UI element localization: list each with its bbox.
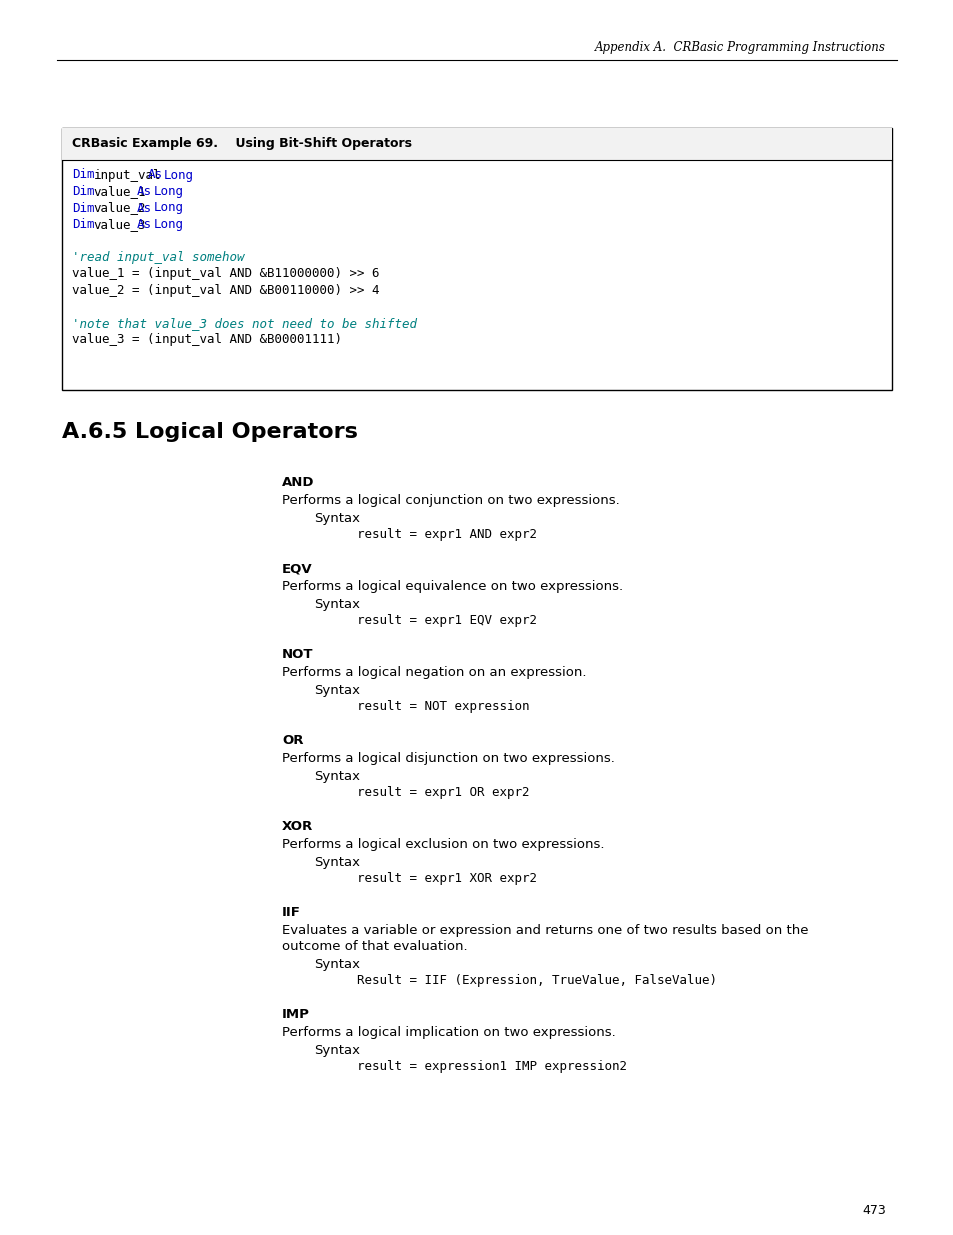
Text: outcome of that evaluation.: outcome of that evaluation.	[282, 940, 467, 953]
Text: CRBasic Example 69.    Using Bit-Shift Operators: CRBasic Example 69. Using Bit-Shift Oper…	[71, 137, 412, 151]
Text: NOT: NOT	[282, 648, 314, 661]
Text: Dim: Dim	[71, 168, 94, 182]
Text: result = expr1 XOR expr2: result = expr1 XOR expr2	[356, 872, 537, 885]
Text: Dim: Dim	[71, 219, 94, 231]
Text: Syntax: Syntax	[314, 513, 359, 525]
Text: As: As	[148, 168, 163, 182]
Text: EQV: EQV	[282, 562, 313, 576]
Text: result = expression1 IMP expression2: result = expression1 IMP expression2	[356, 1060, 626, 1073]
Text: Long: Long	[164, 168, 194, 182]
Text: Syntax: Syntax	[314, 856, 359, 869]
Text: Appendix A.  CRBasic Programming Instructions: Appendix A. CRBasic Programming Instruct…	[595, 42, 885, 54]
Text: Dim: Dim	[71, 185, 94, 198]
Text: value_3 = (input_val AND &B00001111): value_3 = (input_val AND &B00001111)	[71, 333, 341, 347]
Text: result = expr1 OR expr2: result = expr1 OR expr2	[356, 785, 529, 799]
Text: Performs a logical exclusion on two expressions.: Performs a logical exclusion on two expr…	[282, 839, 604, 851]
Text: result = expr1 AND expr2: result = expr1 AND expr2	[356, 529, 537, 541]
Text: As: As	[137, 201, 152, 215]
Text: 473: 473	[862, 1203, 885, 1216]
Text: Syntax: Syntax	[314, 684, 359, 697]
Text: Long: Long	[153, 201, 183, 215]
Text: 'note that value_3 does not need to be shifted: 'note that value_3 does not need to be s…	[71, 317, 416, 330]
Text: Syntax: Syntax	[314, 598, 359, 611]
Text: OR: OR	[282, 734, 303, 747]
Bar	[62, 128, 891, 161]
Text: Syntax: Syntax	[314, 769, 359, 783]
Text: XOR: XOR	[282, 820, 313, 832]
Text: value_2: value_2	[93, 201, 146, 215]
Text: Performs a logical disjunction on two expressions.: Performs a logical disjunction on two ex…	[282, 752, 615, 764]
Text: As: As	[137, 185, 152, 198]
Text: Performs a logical negation on an expression.: Performs a logical negation on an expres…	[282, 666, 586, 679]
Text: Result = IIF (Expression, TrueValue, FalseValue): Result = IIF (Expression, TrueValue, Fal…	[356, 974, 717, 987]
Text: result = expr1 EQV expr2: result = expr1 EQV expr2	[356, 614, 537, 627]
Text: Long: Long	[153, 185, 183, 198]
Bar	[62, 128, 891, 390]
Text: Syntax: Syntax	[314, 1044, 359, 1057]
Text: Long: Long	[153, 219, 183, 231]
Text: value_2 = (input_val AND &B00110000) >> 4: value_2 = (input_val AND &B00110000) >> …	[71, 284, 379, 296]
Text: Evaluates a variable or expression and returns one of two results based on the: Evaluates a variable or expression and r…	[282, 924, 807, 937]
Text: IMP: IMP	[282, 1008, 310, 1021]
Text: value_1 = (input_val AND &B11000000) >> 6: value_1 = (input_val AND &B11000000) >> …	[71, 268, 379, 280]
Text: result = NOT expression: result = NOT expression	[356, 700, 529, 713]
Text: value_1: value_1	[93, 185, 146, 198]
Text: value_3: value_3	[93, 219, 146, 231]
Text: As: As	[137, 219, 152, 231]
Text: A.6.5 Logical Operators: A.6.5 Logical Operators	[62, 422, 357, 442]
Text: input_val: input_val	[93, 168, 161, 182]
Text: Dim: Dim	[71, 201, 94, 215]
Text: 'read input_val somehow: 'read input_val somehow	[71, 251, 244, 264]
Text: Performs a logical equivalence on two expressions.: Performs a logical equivalence on two ex…	[282, 580, 622, 593]
Text: Performs a logical implication on two expressions.: Performs a logical implication on two ex…	[282, 1026, 615, 1039]
Text: AND: AND	[282, 475, 314, 489]
Text: IIF: IIF	[282, 906, 300, 919]
Text: Performs a logical conjunction on two expressions.: Performs a logical conjunction on two ex…	[282, 494, 619, 508]
Text: Syntax: Syntax	[314, 958, 359, 971]
